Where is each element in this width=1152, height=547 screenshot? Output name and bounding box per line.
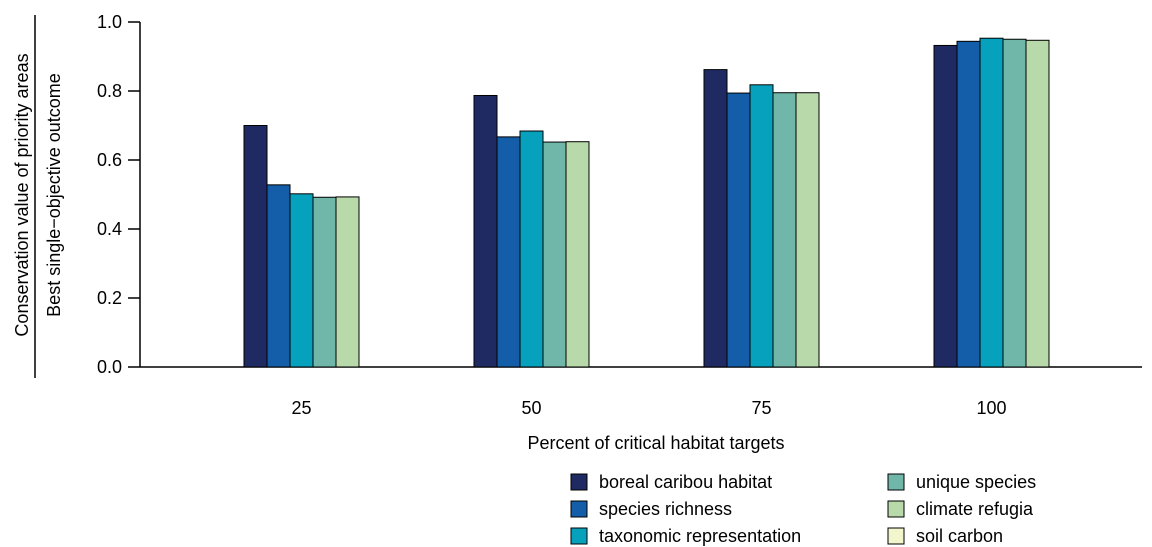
bar-25-series-0 [243, 125, 268, 368]
bar-50-series-0 [473, 94, 498, 368]
x-axis-title: Percent of critical habitat targets [527, 433, 784, 453]
bar-100-series-3 [1002, 38, 1027, 368]
legend-label: taxonomic representation [599, 526, 801, 546]
y-tick-label: 0.0 [97, 357, 122, 377]
bar-100-series-2 [979, 37, 1004, 368]
bar-75-series-3 [772, 92, 797, 368]
x-tick-label: 75 [751, 398, 771, 418]
y-tick-label: 0.4 [97, 219, 122, 239]
legend-swatch [570, 500, 588, 518]
bar-50-series-1 [496, 136, 521, 368]
y-axis-ticks: 0.0 0.2 0.4 0.6 0.8 1.0 [97, 12, 140, 377]
bar-75-series-1 [726, 92, 751, 368]
y-tick-label: 0.8 [97, 81, 122, 101]
y-tick-label: 0.6 [97, 150, 122, 170]
x-axis-ticks: 25 50 75 100 [291, 398, 1006, 418]
bar-100-series-4 [1025, 39, 1050, 368]
legend-label: soil carbon [916, 526, 1003, 546]
legend-swatch [887, 473, 905, 491]
legend-label: unique species [916, 472, 1036, 492]
legend-swatch [887, 527, 905, 545]
bar-25-series-4 [335, 196, 360, 368]
legend-swatch [887, 500, 905, 518]
bar-100-series-0 [933, 44, 958, 368]
bar-25-series-3 [312, 196, 337, 368]
bar-50-series-4 [565, 141, 590, 368]
bar-25-series-1 [266, 184, 291, 368]
y-tick-label: 0.2 [97, 288, 122, 308]
bar-50-series-3 [542, 141, 567, 368]
legend-label: species richness [599, 499, 732, 519]
bar-75-series-0 [703, 69, 728, 368]
bars-group [243, 37, 1050, 368]
legend-label: boreal caribou habitat [599, 472, 772, 492]
bar-75-series-4 [795, 92, 820, 368]
legend: boreal caribou habitat species richness ta… [570, 472, 1036, 546]
bar-75-series-2 [749, 84, 774, 368]
y-axis-title: Conservation value of priority areas Bes… [12, 15, 64, 378]
y-tick-label: 1.0 [97, 12, 122, 32]
bar-50-series-2 [519, 130, 544, 368]
x-tick-label: 50 [521, 398, 541, 418]
legend-swatch [570, 527, 588, 545]
bar-100-series-1 [956, 40, 981, 368]
x-tick-label: 25 [291, 398, 311, 418]
legend-swatch [570, 473, 588, 491]
x-tick-label: 100 [976, 398, 1006, 418]
y-axis-title-denominator: Best single−objective outcome [44, 73, 64, 317]
legend-label: climate refugia [916, 499, 1034, 519]
bar-25-series-2 [289, 193, 314, 368]
y-axis-title-numerator: Conservation value of priority areas [12, 53, 32, 336]
